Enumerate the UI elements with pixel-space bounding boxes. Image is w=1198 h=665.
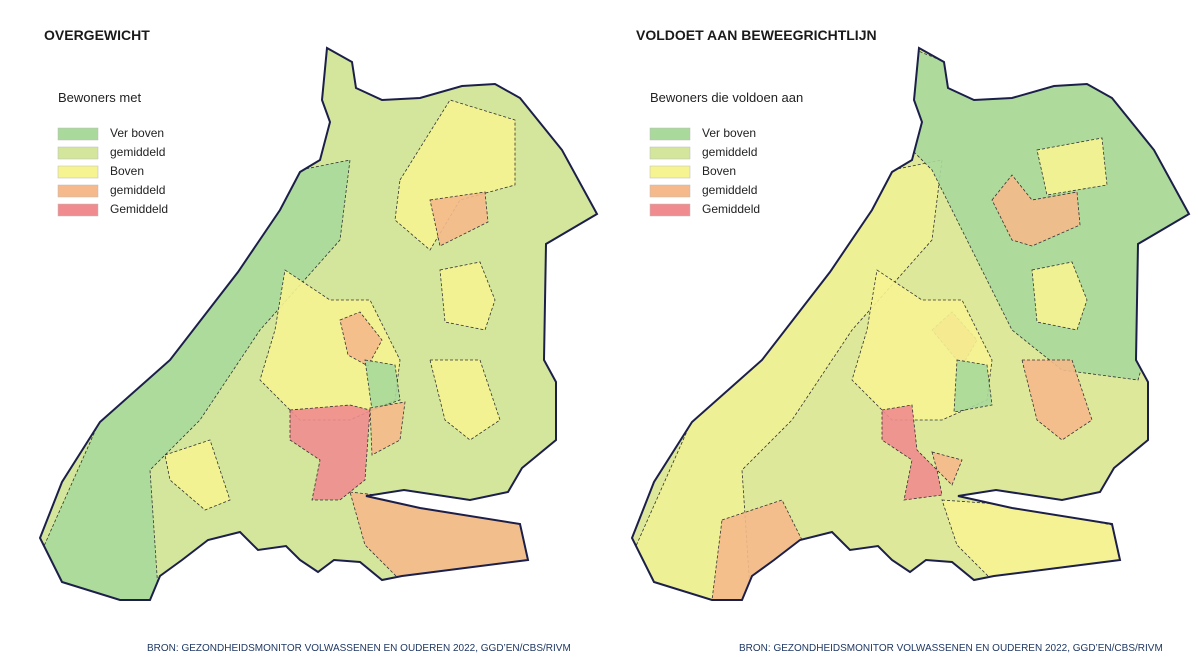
region <box>429 191 489 247</box>
legend-swatch <box>649 203 691 217</box>
source: BRON: GEZONDHEIDSMONITOR VOLWASSENEN EN … <box>739 643 1163 654</box>
region <box>632 159 943 600</box>
region <box>164 439 231 511</box>
region <box>1021 359 1093 441</box>
legend-label: Ver boven <box>110 126 164 140</box>
legend-label: gemiddeld <box>702 183 757 197</box>
region <box>953 359 993 413</box>
legend-label: Ver boven <box>702 126 756 140</box>
legend-label: gemiddeld <box>110 183 165 197</box>
legend-swatch <box>57 127 99 141</box>
region <box>364 359 401 411</box>
legend-label: Gemiddeld <box>110 202 168 216</box>
region <box>369 401 406 456</box>
legend-swatch <box>57 146 99 160</box>
source: BRON: GEZONDHEIDSMONITOR VOLWASSENEN EN … <box>147 643 571 654</box>
legend-title: Bewoners met <box>58 90 141 105</box>
region <box>991 174 1081 247</box>
legend-title: Bewoners die voldoen aan <box>650 90 803 105</box>
region <box>1036 137 1108 196</box>
region <box>439 261 496 331</box>
region <box>881 404 943 501</box>
legend-swatch <box>649 184 691 198</box>
legend-swatch <box>649 146 691 160</box>
legend-label: Boven <box>702 164 736 178</box>
region <box>289 404 371 501</box>
legend-swatch <box>57 184 99 198</box>
legend-swatch <box>57 165 99 179</box>
map-right <box>631 47 1190 601</box>
region <box>711 499 803 600</box>
legend-swatch <box>57 203 99 217</box>
region <box>394 99 516 251</box>
legend-label: Boven <box>110 164 144 178</box>
region <box>40 159 351 600</box>
region <box>339 311 383 367</box>
map-title: VOLDOET AAN BEWEEGRICHTLIJN <box>636 27 877 43</box>
map-left <box>39 47 598 601</box>
map-title: OVERGEWICHT <box>44 27 150 43</box>
legend-label: Gemiddeld <box>702 202 760 216</box>
legend-swatch <box>649 165 691 179</box>
region <box>931 451 963 486</box>
region <box>429 359 501 441</box>
legend-swatch <box>649 127 691 141</box>
legend-label: gemiddeld <box>702 145 757 159</box>
legend-label: gemiddeld <box>110 145 165 159</box>
region <box>1031 261 1088 331</box>
